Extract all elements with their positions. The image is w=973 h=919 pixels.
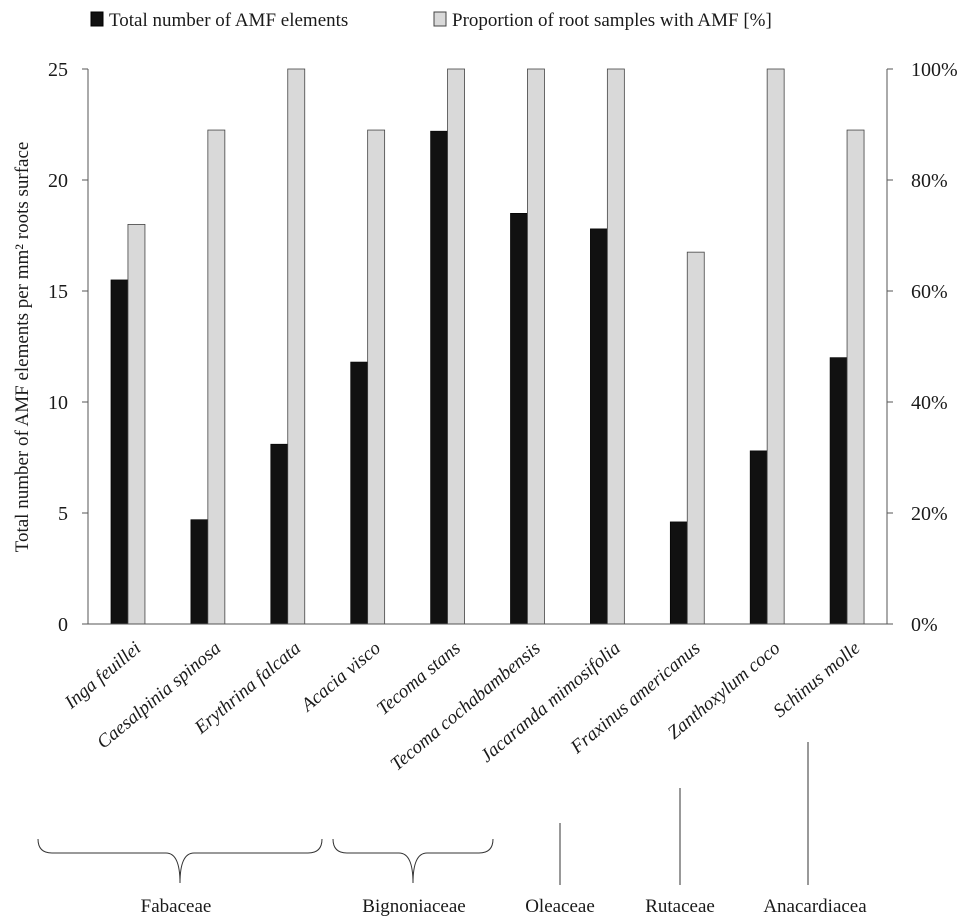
y-axis-label: Total number of AMF elements per mm² roo…: [12, 142, 33, 553]
legend: Total number of AMF elements Proportion o…: [90, 10, 772, 31]
left-tick-label: 10: [48, 392, 68, 414]
family-label: Anacardiacea: [763, 896, 867, 917]
family-brace: [37, 838, 323, 884]
legend-label: Total number of AMF elements: [109, 10, 348, 31]
bar-amf-elements-erythrina-falcata: [270, 443, 289, 625]
bar-root-proportion-acacia-visco: [367, 129, 386, 625]
family-label: Rutaceae: [645, 896, 715, 917]
left-tick-label: 25: [48, 59, 68, 81]
x-tick-label: Tecoma cochabambensis: [387, 638, 545, 775]
left-tick-label: 5: [58, 503, 68, 525]
bar-amf-elements-caesalpinia-spinosa: [190, 519, 209, 625]
family-label: Oleaceae: [525, 896, 595, 917]
right-tick-label: 0%: [911, 614, 938, 636]
right-tick-label: 20%: [911, 503, 948, 525]
legend-label: Proportion of root samples with AMF [%]: [452, 10, 772, 31]
bar-amf-elements-tecoma-cochabambensis: [510, 213, 528, 625]
bar-root-proportion-caesalpinia-spinosa: [207, 129, 226, 625]
axes: 0 5 10 15 20 25 0% 20% 40% 60% 80% 100%: [48, 59, 958, 636]
bar-root-proportion-tecoma-stans: [447, 68, 465, 625]
bar-root-proportion-erythrina-falcata: [287, 68, 306, 625]
right-tick-label: 60%: [911, 281, 948, 303]
bar-amf-elements-inga-feuillei: [110, 279, 129, 625]
right-tick-label: 40%: [911, 392, 948, 414]
right-tick-label: 100%: [911, 59, 958, 81]
legend-swatch: [433, 11, 447, 27]
plot-area: [110, 68, 865, 625]
family-brace: [332, 838, 494, 884]
left-tick-label: 15: [48, 281, 68, 303]
left-tick-label: 0: [58, 614, 68, 636]
bar-amf-elements-tecoma-stans: [430, 130, 448, 625]
bar-amf-elements-zanthoxylum-coco: [749, 450, 768, 625]
bar-root-proportion-zanthoxylum-coco: [766, 68, 785, 625]
x-tick-label: Acacia visco: [296, 638, 385, 717]
x-tick-label: Fraxinus americanus: [566, 638, 704, 759]
family-label: Bignoniaceae: [362, 896, 465, 917]
x-tick-label: Inga feuillei: [60, 638, 145, 714]
bar-amf-elements-jacaranda-mimosifolia: [590, 228, 608, 625]
bar-amf-elements-schinus-molle: [829, 357, 848, 625]
bar-root-proportion-schinus-molle: [846, 129, 865, 625]
bar-root-proportion-fraxinus-americanus: [686, 251, 705, 625]
x-tick-label: Jacaranda mimosifolia: [476, 638, 624, 767]
bar-root-proportion-inga-feuillei: [127, 223, 146, 625]
right-tick-label: 80%: [911, 170, 948, 192]
x-tick-label: Schinus molle: [770, 638, 865, 722]
family-label: Fabaceae: [141, 896, 212, 917]
bar-root-proportion-tecoma-cochabambensis: [527, 68, 545, 625]
family-groups: Fabaceae Bignoniaceae Oleaceae Rutaceae Anac…: [37, 742, 867, 917]
bar-amf-elements-fraxinus-americanus: [669, 521, 688, 625]
bar-root-proportion-jacaranda-mimosifolia: [606, 68, 625, 625]
left-tick-label: 20: [48, 170, 68, 192]
legend-swatch: [90, 11, 104, 27]
bar-amf-elements-acacia-visco: [350, 361, 368, 625]
